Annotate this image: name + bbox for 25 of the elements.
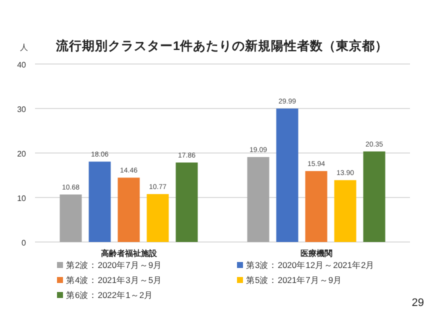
bar	[247, 157, 270, 242]
bar	[334, 180, 356, 242]
legend-label: 第4波：2021年3月～5月	[66, 275, 162, 285]
y-tick-label: 20	[17, 150, 27, 158]
chart-title: 流行期別クラスター1件あたりの新規陽性者数（東京都）	[55, 38, 388, 53]
bar	[146, 194, 169, 242]
y-tick-label: 10	[17, 194, 27, 203]
x-tick-label: 医療機関	[300, 248, 332, 258]
y-axis-title: 人	[20, 43, 28, 52]
bar	[363, 151, 386, 242]
bar	[60, 194, 82, 242]
y-tick-label: 30	[17, 105, 27, 114]
bar	[118, 178, 140, 242]
legend-label: 第5波：2021年7月～9月	[246, 275, 342, 285]
x-tick-label: 高齢者福祉施設	[100, 248, 158, 258]
bar	[88, 162, 111, 242]
bar	[176, 162, 198, 242]
legend-label: 第3波：2020年12月～2021年2月	[246, 260, 375, 270]
y-tick-label: 0	[22, 238, 27, 248]
y-tick-label: 40	[17, 60, 27, 70]
legend-label: 第2波：2020年7月～9月	[66, 260, 162, 270]
legend-label: 第6波：2022年1～2月	[66, 290, 154, 300]
text: 29	[412, 297, 424, 309]
bar	[305, 171, 328, 242]
bar	[276, 108, 298, 242]
